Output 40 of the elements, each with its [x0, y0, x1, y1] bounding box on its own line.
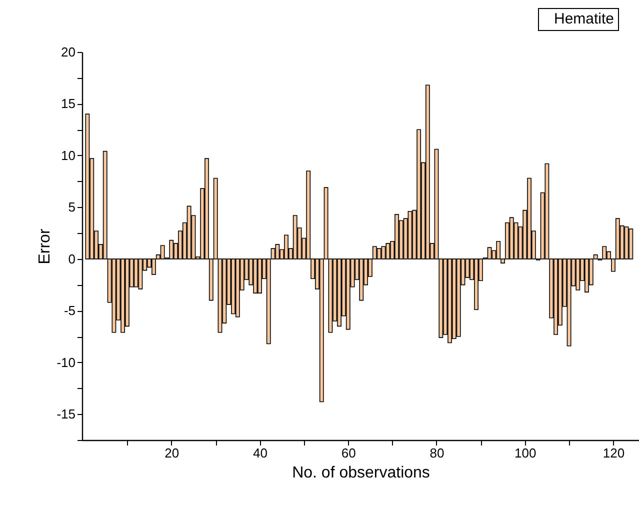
bar: [408, 210, 412, 260]
bar: [292, 215, 298, 260]
bar: [624, 226, 629, 260]
y-tick-label: -5: [64, 303, 76, 318]
y-tick-label: -10: [56, 354, 76, 370]
y-tick-label: 20: [61, 44, 76, 60]
x-axis-title: No. of observations: [292, 464, 430, 482]
bar: [628, 228, 634, 260]
y-tick-label: 0: [68, 251, 76, 266]
x-tick-label: 80: [430, 446, 444, 460]
y-tick-label: 5: [68, 200, 76, 215]
bar: [487, 247, 492, 260]
y-axis-title: Error: [36, 228, 54, 264]
x-tick-label: 40: [253, 446, 268, 460]
bar: [386, 243, 390, 260]
bar: [346, 258, 350, 330]
y-tick-label: 10: [61, 148, 76, 163]
bar: [275, 244, 280, 260]
x-tick-label: 100: [514, 446, 536, 460]
x-tick-label: 20: [164, 446, 180, 460]
bar: [602, 246, 607, 260]
bar: [376, 248, 382, 260]
y-tick-label: 15: [61, 96, 76, 112]
bar: [566, 258, 572, 346]
bar: [138, 258, 143, 290]
x-tick-label: 120: [602, 446, 625, 460]
x-tick-label: 60: [341, 446, 356, 460]
bar: [381, 246, 386, 260]
bar: [160, 245, 165, 260]
bar: [134, 258, 138, 288]
bar: [112, 258, 116, 333]
bar: [509, 217, 514, 260]
bar: [186, 206, 192, 260]
bar: [359, 258, 364, 301]
bar: [576, 258, 580, 290]
y-tick-label: -15: [56, 406, 76, 422]
bar: [169, 240, 174, 260]
text: Hematite: [554, 10, 614, 28]
bar: [456, 258, 461, 337]
bar: [85, 114, 90, 260]
